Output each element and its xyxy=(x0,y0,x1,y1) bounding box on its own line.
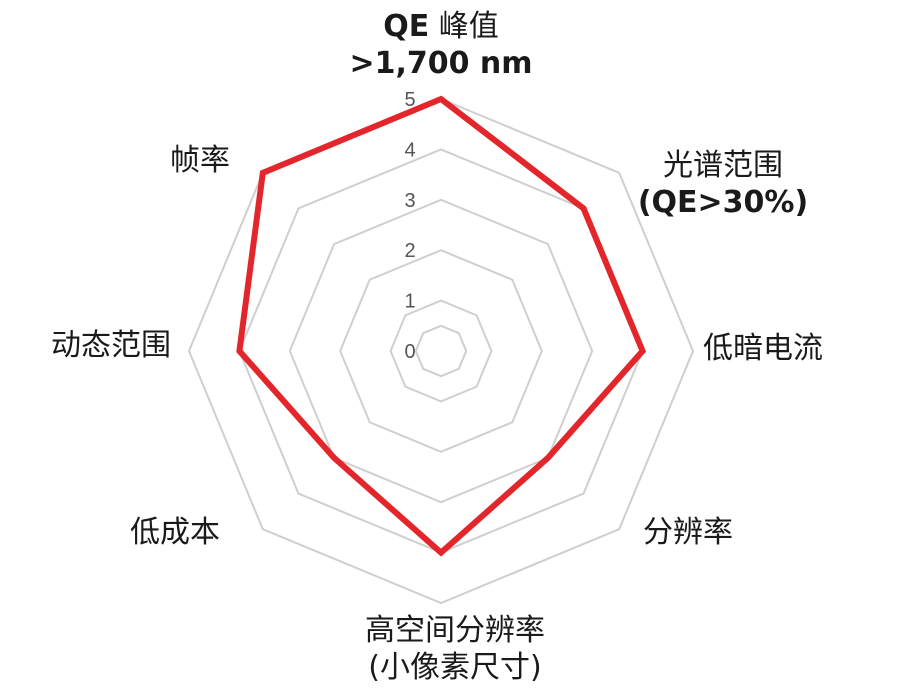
grid-ring xyxy=(187,97,695,605)
radar-series xyxy=(236,95,647,557)
axis-label: 帧率 xyxy=(170,143,230,178)
axis-label: 分辨率 xyxy=(643,515,733,550)
grid-ring xyxy=(288,198,594,504)
tick-label: 5 xyxy=(404,89,415,111)
grid-ring xyxy=(389,299,493,403)
axis-label: 高空间分辨率(小像素尺寸) xyxy=(365,613,545,685)
grid-ring xyxy=(414,324,468,378)
series-line xyxy=(236,95,647,557)
axis-label: 光谱范围(QE>30%) xyxy=(638,148,808,220)
axis-label: 低成本 xyxy=(130,515,220,550)
axis-label: QE 峰值>1,700 nm xyxy=(349,9,532,81)
grid-ring xyxy=(339,249,543,453)
tick-label: 1 xyxy=(404,291,415,313)
tick-label: 0 xyxy=(404,341,415,363)
tick-label: 4 xyxy=(404,139,415,161)
radar-tick-labels: 0 1 2 3 4 5 xyxy=(404,89,415,363)
tick-label: 2 xyxy=(404,240,415,262)
tick-label: 3 xyxy=(404,190,415,212)
axis-label: 低暗电流 xyxy=(703,331,823,366)
axis-label: 动态范围 xyxy=(51,328,171,363)
radar-axis-labels: QE 峰值>1,700 nm 光谱范围(QE>30%) 低暗电流分辨率高空间分辨率(… xyxy=(51,9,823,685)
